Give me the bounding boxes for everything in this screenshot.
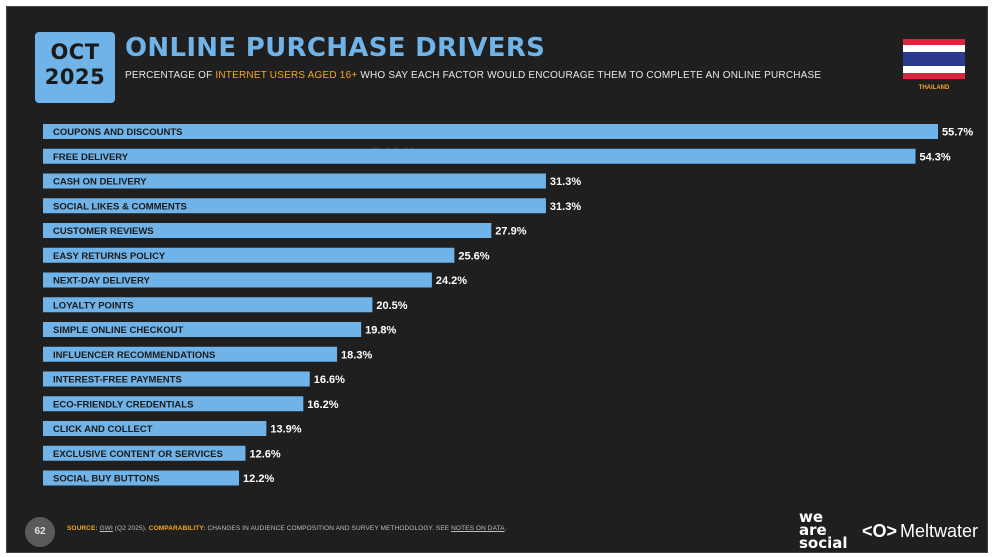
bar-1 xyxy=(43,124,938,139)
bar-value-label: 12.2% xyxy=(243,473,274,485)
bar-value-label: 55.7% xyxy=(942,127,973,139)
bar-category-label: CUSTOMER REVIEWS xyxy=(53,226,154,237)
bar-value-label: 24.2% xyxy=(436,275,467,287)
logo-line-we: we xyxy=(799,508,824,526)
logo-line-social: social xyxy=(799,534,848,552)
bar-chart: COUPONS AND DISCOUNTS 55.7% FREE DELIVERY 5… xyxy=(43,124,973,486)
meltwater-wordmark: Meltwater xyxy=(900,521,979,541)
bar-category-label: SOCIAL BUY BUTTONS xyxy=(53,474,160,485)
bar-7 xyxy=(43,272,432,288)
date-year: 2025 xyxy=(44,65,106,89)
bar-category-label: SIMPLE ONLINE CHECKOUT xyxy=(53,325,184,336)
bar-category-label: COUPONS AND DISCOUNTS xyxy=(53,127,183,138)
bar-value-label: 16.2% xyxy=(307,399,338,411)
bar-value-label: 18.3% xyxy=(341,349,372,361)
bar-6 xyxy=(43,247,455,263)
bar-8 xyxy=(43,297,373,313)
bar-category-label: SOCIAL LIKES & COMMENTS xyxy=(53,201,187,212)
notes-on-data-link[interactable]: NOTES ON DATA xyxy=(451,525,505,532)
bar-15 xyxy=(43,470,240,486)
bar-value-label: 31.3% xyxy=(550,176,581,188)
date-month: OCT xyxy=(50,40,100,64)
bar-value-label: 54.3% xyxy=(920,151,951,163)
bar-category-label: NEXT-DAY DELIVERY xyxy=(53,276,150,287)
we-are-social-logo: we are social xyxy=(799,508,848,552)
bar-value-label: 31.3% xyxy=(550,201,581,213)
bar-11 xyxy=(43,371,310,387)
bar-category-label: EXCLUSIVE CONTENT OR SERVICES xyxy=(53,449,223,460)
bar-5 xyxy=(43,223,492,238)
source-note: SOURCE: GWI (Q2 2025). COMPARABILITY: CH… xyxy=(67,525,506,532)
logo-line-are: are xyxy=(799,521,827,539)
bar-category-label: FREE DELIVERY xyxy=(53,152,129,163)
bar-value-label: 20.5% xyxy=(376,300,407,312)
page-subtitle: PERCENTAGE OF INTERNET USERS AGED 16+ WH… xyxy=(125,70,821,81)
bar-value-label: 27.9% xyxy=(495,226,526,238)
bar-13 xyxy=(43,421,267,436)
bar-14 xyxy=(43,445,246,461)
bar-category-label: EASY RETURNS POLICY xyxy=(53,251,166,262)
bar-4 xyxy=(43,198,546,214)
bar-category-label: CASH ON DELIVERY xyxy=(53,177,147,188)
bar-category-label: ECO-FRIENDLY CREDENTIALS xyxy=(53,399,193,410)
bar-category-label: INFLUENCER RECOMMENDATIONS xyxy=(53,350,215,361)
bar-category-label: LOYALTY POINTS xyxy=(53,300,134,311)
comparability-text: CHANGES IN AUDIENCE COMPOSITION AND SURV… xyxy=(205,525,452,532)
bar-2 xyxy=(43,148,916,164)
country-label: THAILAND xyxy=(918,85,950,91)
slide: OCT 2025 ONLINE PURCHASE DRIVERS PERCENT… xyxy=(6,6,988,553)
notes-end: . xyxy=(504,525,507,532)
comparability-label: COMPARABILITY: xyxy=(148,525,206,532)
page-title: ONLINE PURCHASE DRIVERS xyxy=(125,33,546,63)
thailand-flag-icon xyxy=(903,39,965,79)
meltwater-logo: <O> Meltwater xyxy=(862,521,978,542)
source-label: SOURCE: xyxy=(67,525,98,532)
subtitle-pre: PERCENTAGE OF xyxy=(125,70,216,81)
bar-value-label: 19.8% xyxy=(365,325,396,337)
bar-value-label: 12.6% xyxy=(249,448,280,460)
subtitle-post: WHO SAY EACH FACTOR WOULD ENCOURAGE THEM… xyxy=(357,70,822,81)
bar-12 xyxy=(43,396,304,412)
bar-3 xyxy=(43,173,546,189)
date-badge: OCT 2025 xyxy=(35,32,115,103)
bar-value-label: 16.6% xyxy=(314,374,345,386)
source-link[interactable]: GWI xyxy=(99,525,113,532)
bar-category-label: INTEREST-FREE PAYMENTS xyxy=(53,375,182,386)
source-period: (Q2 2025). xyxy=(112,525,149,532)
bar-9 xyxy=(43,322,362,337)
bar-value-label: 25.6% xyxy=(458,250,489,262)
bar-value-label: 13.9% xyxy=(270,424,301,436)
bar-10 xyxy=(43,346,338,362)
bar-category-label: CLICK AND COLLECT xyxy=(53,424,153,435)
subtitle-highlight: INTERNET USERS AGED 16+ xyxy=(215,70,358,81)
meltwater-icon: <O> xyxy=(862,521,898,541)
page-number: 62 xyxy=(25,517,55,547)
